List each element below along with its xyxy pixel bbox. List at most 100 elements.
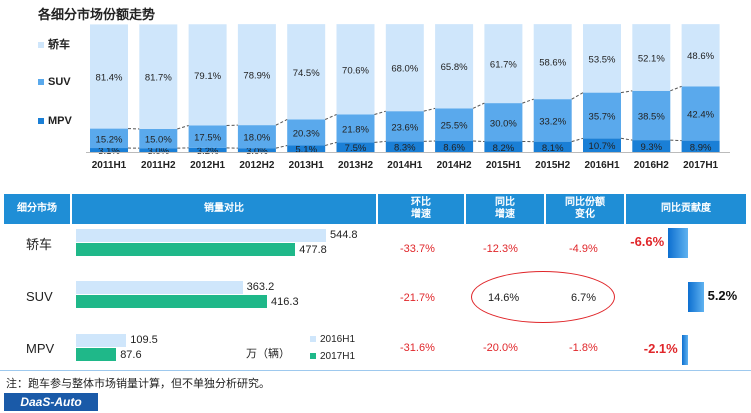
header-tb: 同比 增速 xyxy=(466,194,544,224)
data-label: 20.3% xyxy=(293,128,320,139)
contribution-bar xyxy=(668,228,688,258)
data-label: 52.1% xyxy=(638,53,665,64)
bar-SUV-2013H2 xyxy=(336,114,375,143)
sales-legend-2017: 2017H1 xyxy=(310,351,355,362)
x-tick-label: 2012H1 xyxy=(190,160,225,171)
legend-swatch xyxy=(310,353,316,360)
legend-mpv: MPV xyxy=(38,115,72,127)
legend-label: 轿车 xyxy=(48,39,70,51)
sales-bar-2017 xyxy=(76,243,296,256)
row-label-mpv: MPV xyxy=(26,341,55,356)
bar-轿车-2016H2 xyxy=(632,24,671,91)
bar-SUV-2015H2 xyxy=(533,99,572,142)
bar-MPV-2015H2 xyxy=(533,141,572,152)
connector-line xyxy=(325,141,337,146)
bar-MPV-2014H2 xyxy=(435,140,474,152)
connector-line xyxy=(670,85,682,92)
bar-MPV-2012H1 xyxy=(188,147,227,152)
connector-line xyxy=(374,140,386,143)
bar-轿车-2015H2 xyxy=(533,24,572,100)
data-label: 53.5% xyxy=(589,54,616,65)
data-label: 3.0% xyxy=(246,146,268,157)
sales-bar-2016 xyxy=(76,229,326,242)
x-tick-label: 2016H1 xyxy=(584,160,619,171)
hb-sedan: -33.7% xyxy=(400,243,435,255)
data-label: 5.1% xyxy=(295,145,317,156)
bar-MPV-2011H1 xyxy=(90,148,128,152)
x-tick-label: 2011H1 xyxy=(92,160,127,171)
share-sedan: -4.9% xyxy=(569,243,598,255)
bar-轿车-2014H1 xyxy=(385,24,424,112)
data-label: 8.3% xyxy=(394,143,416,154)
bar-轿车-2016H1 xyxy=(583,24,621,93)
bar-轿车-2014H2 xyxy=(435,24,474,109)
hb-mpv: -31.6% xyxy=(400,342,435,354)
data-label: 58.6% xyxy=(539,58,566,69)
bar-轿车-2015H1 xyxy=(484,24,523,104)
data-label: 25.5% xyxy=(441,121,468,132)
data-label: 17.5% xyxy=(194,133,221,144)
x-tick-label: 2012H2 xyxy=(239,160,274,171)
connector-line xyxy=(620,137,633,141)
connector-line xyxy=(275,144,288,149)
data-label: 70.6% xyxy=(342,65,369,76)
x-tick-label: 2016H2 xyxy=(634,160,669,171)
header-sales: 销量对比 xyxy=(72,194,376,224)
data-label: 81.4% xyxy=(96,72,123,83)
bar-轿车-2011H2 xyxy=(139,24,178,129)
x-tick-label: 2015H2 xyxy=(535,160,570,171)
legend-label: SUV xyxy=(48,76,71,88)
tb-mpv: -20.0% xyxy=(483,342,518,354)
bar-轿车-2013H1 xyxy=(287,24,326,120)
bar-SUV-2014H2 xyxy=(435,108,474,141)
data-label: 42.4% xyxy=(687,109,714,120)
connector-line xyxy=(670,139,682,142)
connector-line xyxy=(522,98,534,104)
x-tick-label: 2014H1 xyxy=(387,160,422,171)
data-label: 8.6% xyxy=(443,142,465,153)
data-label: 79.1% xyxy=(194,71,221,82)
bar-轿车-2012H2 xyxy=(237,24,276,126)
data-label: 8.9% xyxy=(690,142,712,153)
bar-MPV-2014H1 xyxy=(385,141,424,152)
sales-label-2016: 544.8 xyxy=(330,229,358,241)
bar-MPV-2013H2 xyxy=(336,142,375,152)
sales-label-2017: 416.3 xyxy=(271,296,299,308)
contribution-bar xyxy=(688,282,704,312)
bar-SUV-2012H2 xyxy=(237,125,276,149)
header-hb: 环比 增速 xyxy=(378,194,464,224)
header-share: 同比份额 变化 xyxy=(546,194,624,224)
data-label: 8.2% xyxy=(493,143,515,154)
data-label: 7.5% xyxy=(345,143,367,154)
bar-SUV-2013H1 xyxy=(287,119,326,146)
data-label: 48.6% xyxy=(687,51,714,62)
sales-label-2016: 109.5 xyxy=(130,334,158,346)
sales-bar-2016 xyxy=(76,281,243,294)
x-tick-label: 2015H1 xyxy=(486,160,521,171)
data-label: 18.0% xyxy=(243,133,270,144)
legend-swatch xyxy=(310,336,316,343)
chart-title: 各细分市场份额走势 xyxy=(38,7,156,22)
share-mpv: -1.8% xyxy=(569,342,598,354)
tb-sedan: -12.3% xyxy=(483,243,518,255)
unit-label: 万（辆） xyxy=(246,348,290,360)
data-label: 65.8% xyxy=(441,62,468,73)
bar-MPV-2016H2 xyxy=(632,140,671,152)
connector-line xyxy=(473,140,485,143)
x-tick-label: 2017H1 xyxy=(683,160,718,171)
data-label: 15.2% xyxy=(96,134,123,145)
sales-label-2017: 87.6 xyxy=(120,349,142,361)
connector-line xyxy=(423,107,436,112)
bar-MPV-2011H2 xyxy=(139,148,178,152)
contribution-label: -2.1% xyxy=(643,341,678,356)
bar-SUV-2012H1 xyxy=(188,125,227,148)
data-label: 78.9% xyxy=(243,71,270,82)
data-label: 3.2% xyxy=(197,146,219,157)
data-label: 8.1% xyxy=(542,143,564,154)
bar-SUV-2011H1 xyxy=(90,128,128,149)
bar-SUV-2017H1 xyxy=(681,86,720,141)
bar-MPV-2017H1 xyxy=(681,140,720,152)
